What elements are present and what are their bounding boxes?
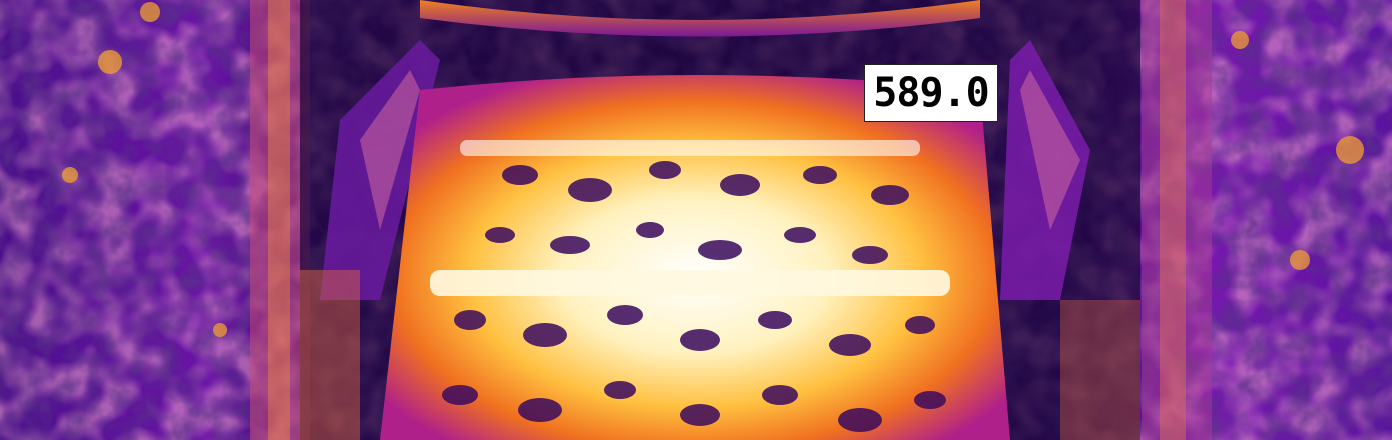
grate-bar xyxy=(430,270,950,296)
grate-holes xyxy=(442,161,946,432)
grate-bar-top xyxy=(460,140,920,156)
wall-hotspots xyxy=(62,2,1364,337)
hot-grate xyxy=(380,75,1010,440)
top-rim xyxy=(420,0,980,37)
temperature-readout: 589.0 xyxy=(864,64,998,122)
right-pillar xyxy=(1142,0,1212,440)
